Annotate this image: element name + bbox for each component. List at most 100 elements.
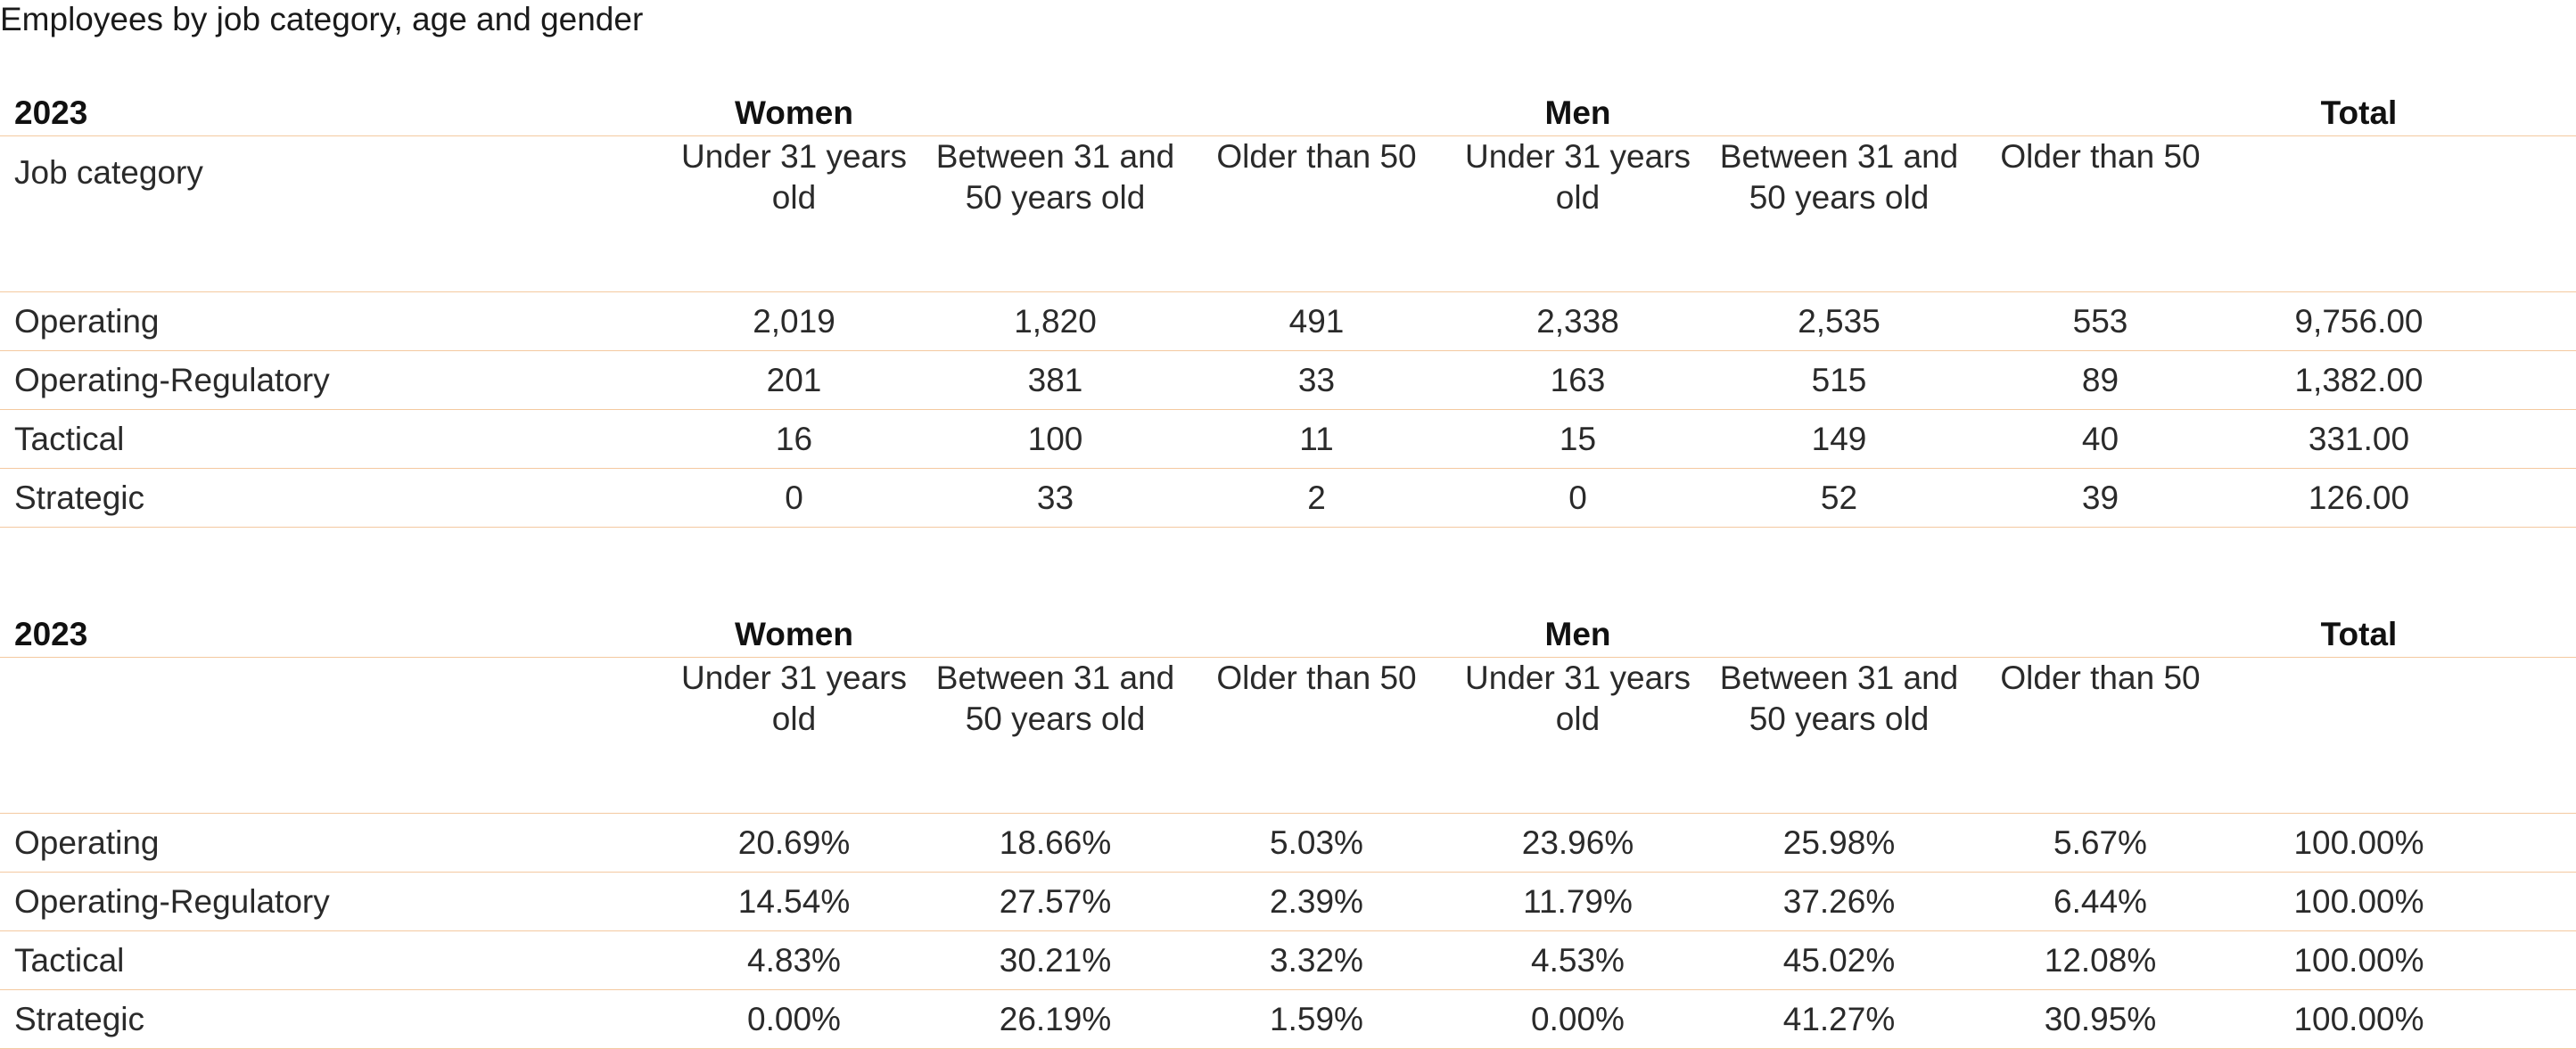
women-value-cell: 27.57% [925, 872, 1186, 931]
women-value-cell: 20.69% [663, 813, 925, 873]
age-header-cell: Older than 50 [1186, 135, 1447, 292]
women-value-cell: 33 [1186, 350, 1447, 410]
total-header: Total [2231, 594, 2576, 658]
women-group-header: Women [663, 73, 925, 136]
men-value-cell: 0 [1447, 468, 1708, 528]
age-header-cell: Under 31 years old [1447, 657, 1708, 814]
table-row: Operating-Regulatory 14.54% 27.57% 2.39% 11.… [0, 872, 2576, 931]
category-cell: Operating-Regulatory [0, 872, 663, 931]
women-value-cell: 0.00% [663, 989, 925, 1049]
category-cell: Operating-Regulatory [0, 350, 663, 410]
group-header-row: 2023 Women Men Total [0, 73, 2576, 136]
women-value-cell: 5.03% [1186, 813, 1447, 873]
women-value-cell: 33 [925, 468, 1186, 528]
men-value-cell: 149 [1708, 409, 1970, 469]
table-row: Operating-Regulatory 201 381 33 163 515 89 1,38… [0, 350, 2576, 410]
women-group-header: Women [663, 594, 925, 658]
total-value-cell: 100.00% [2231, 813, 2576, 873]
age-header-cell: Older than 50 [1970, 135, 2231, 292]
men-value-cell: 2,338 [1447, 291, 1708, 351]
category-cell: Operating [0, 291, 663, 351]
men-value-cell: 45.02% [1708, 930, 1970, 990]
year-header: 2023 [0, 594, 663, 658]
page-title: Employees by job category, age and gende… [0, 1, 644, 37]
women-value-cell: 11 [1186, 409, 1447, 469]
women-value-cell: 4.83% [663, 930, 925, 990]
total-value-cell: 100.00% [2231, 872, 2576, 931]
men-group-header: Men [1447, 73, 1708, 136]
women-value-cell: 1.59% [1186, 989, 1447, 1049]
men-value-cell: 41.27% [1708, 989, 1970, 1049]
age-header-cell: Under 31 years old [663, 657, 925, 814]
category-cell: Operating [0, 813, 663, 873]
age-header-row: Job category Under 31 years old Between … [0, 135, 2576, 292]
women-value-cell: 2,019 [663, 291, 925, 351]
men-value-cell: 515 [1708, 350, 1970, 410]
age-header-cell: Between 31 and 50 years old [1708, 135, 1970, 292]
age-header-cell: Between 31 and 50 years old [925, 657, 1186, 814]
category-cell: Strategic [0, 989, 663, 1049]
men-value-cell: 25.98% [1708, 813, 1970, 873]
men-value-cell: 163 [1447, 350, 1708, 410]
category-cell: Tactical [0, 409, 663, 469]
women-value-cell: 1,820 [925, 291, 1186, 351]
women-value-cell: 30.21% [925, 930, 1186, 990]
age-header-cell: Between 31 and 50 years old [1708, 657, 1970, 814]
men-value-cell: 15 [1447, 409, 1708, 469]
employee-percentage-table: 2023 Women Men Total Under 31 years old … [0, 594, 2576, 1049]
total-value-cell: 331.00 [2231, 409, 2576, 469]
men-value-cell: 11.79% [1447, 872, 1708, 931]
total-value-cell: 100.00% [2231, 989, 2576, 1049]
women-value-cell: 18.66% [925, 813, 1186, 873]
employee-count-table: 2023 Women Men Total Job category Under … [0, 73, 2576, 528]
table-row: Operating 2,019 1,820 491 2,338 2,535 553 9,756… [0, 291, 2576, 351]
men-value-cell: 4.53% [1447, 930, 1708, 990]
category-cell: Strategic [0, 468, 663, 528]
year-header: 2023 [0, 73, 663, 136]
men-value-cell: 2,535 [1708, 291, 1970, 351]
table-row: Tactical 16 100 11 15 149 40 331.00 [0, 409, 2576, 469]
women-value-cell: 3.32% [1186, 930, 1447, 990]
table-row: Operating 20.69% 18.66% 5.03% 23.96% 25.98% 5.… [0, 813, 2576, 873]
age-header-row: Under 31 years old Between 31 and 50 yea… [0, 657, 2576, 814]
total-value-cell: 9,756.00 [2231, 291, 2576, 351]
women-value-cell: 26.19% [925, 989, 1186, 1049]
men-value-cell: 23.96% [1447, 813, 1708, 873]
age-header-cell: Under 31 years old [663, 135, 925, 292]
women-value-cell: 491 [1186, 291, 1447, 351]
men-value-cell: 30.95% [1970, 989, 2231, 1049]
women-value-cell: 0 [663, 468, 925, 528]
total-value-cell: 100.00% [2231, 930, 2576, 990]
women-value-cell: 2 [1186, 468, 1447, 528]
men-value-cell: 40 [1970, 409, 2231, 469]
total-value-cell: 126.00 [2231, 468, 2576, 528]
age-header-cell: Older than 50 [1186, 657, 1447, 814]
category-cell: Tactical [0, 930, 663, 990]
men-group-header: Men [1447, 594, 1708, 658]
men-value-cell: 89 [1970, 350, 2231, 410]
men-value-cell: 12.08% [1970, 930, 2231, 990]
men-value-cell: 6.44% [1970, 872, 2231, 931]
women-value-cell: 100 [925, 409, 1186, 469]
table-row: Strategic 0 33 2 0 52 39 126.00 [0, 468, 2576, 528]
total-value-cell: 1,382.00 [2231, 350, 2576, 410]
job-category-header [0, 657, 663, 814]
women-value-cell: 2.39% [1186, 872, 1447, 931]
job-category-header: Job category [0, 135, 663, 292]
table-row: Strategic 0.00% 26.19% 1.59% 0.00% 41.27% 30.9… [0, 989, 2576, 1049]
men-value-cell: 37.26% [1708, 872, 1970, 931]
men-value-cell: 52 [1708, 468, 1970, 528]
age-header-cell: Under 31 years old [1447, 135, 1708, 292]
age-header-cell: Between 31 and 50 years old [925, 135, 1186, 292]
total-header: Total [2231, 73, 2576, 136]
age-header-cell: Older than 50 [1970, 657, 2231, 814]
group-header-row: 2023 Women Men Total [0, 594, 2576, 658]
women-value-cell: 381 [925, 350, 1186, 410]
men-value-cell: 0.00% [1447, 989, 1708, 1049]
women-value-cell: 16 [663, 409, 925, 469]
women-value-cell: 201 [663, 350, 925, 410]
men-value-cell: 553 [1970, 291, 2231, 351]
men-value-cell: 5.67% [1970, 813, 2231, 873]
women-value-cell: 14.54% [663, 872, 925, 931]
table-row: Tactical 4.83% 30.21% 3.32% 4.53% 45.02% 12.08… [0, 930, 2576, 990]
